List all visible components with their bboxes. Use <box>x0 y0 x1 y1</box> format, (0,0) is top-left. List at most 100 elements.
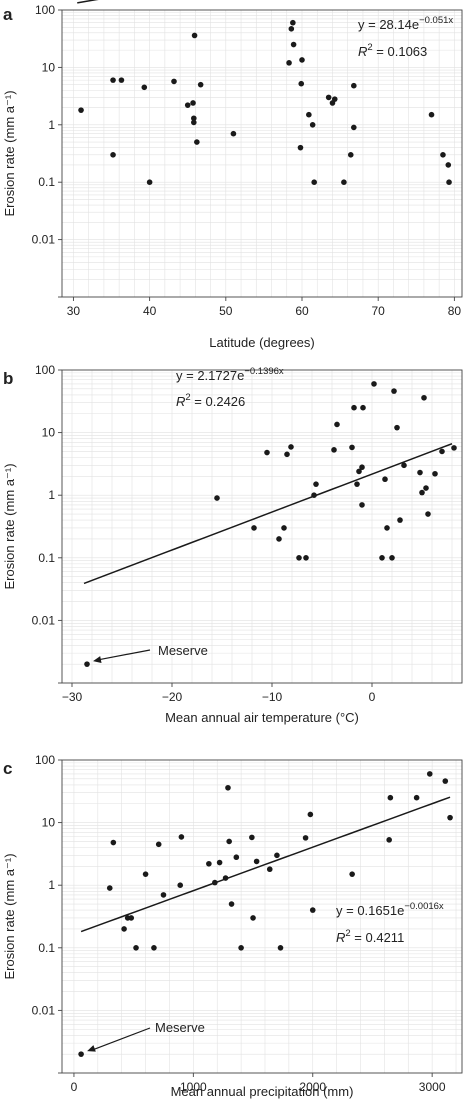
x-tick-label: 80 <box>448 304 462 318</box>
data-point <box>191 32 198 39</box>
data-point <box>110 77 116 83</box>
data-point <box>264 449 270 456</box>
data-point <box>309 122 316 128</box>
data-point <box>384 525 390 531</box>
y-axis-label: Erosion rate (mm a⁻¹) <box>2 853 17 979</box>
x-tick-label: 30 <box>67 304 81 318</box>
data-point <box>222 875 229 881</box>
plot-frame <box>61 369 463 684</box>
fit-equation: y = 2.1727e−0.1396x <box>176 366 284 383</box>
data-point <box>206 860 212 867</box>
y-tick-label: 100 <box>35 363 55 377</box>
data-point <box>178 834 185 840</box>
data-point <box>286 60 292 66</box>
y-axis-label: Erosion rate (mm a⁻¹) <box>2 463 17 589</box>
data-point <box>341 179 347 185</box>
data-point <box>413 794 420 801</box>
data-point <box>274 852 280 859</box>
data-point <box>307 811 314 818</box>
data-point <box>194 139 200 145</box>
data-point <box>78 1051 84 1057</box>
data-point <box>155 841 162 848</box>
fit-equation: y = 0.1651e−0.0016x <box>336 901 444 918</box>
x-tick-label: 50 <box>219 304 233 318</box>
y-tick-label: 0.1 <box>38 941 55 955</box>
y-tick-label: 1 <box>48 878 55 892</box>
x-tick-label: 60 <box>295 304 309 318</box>
data-point <box>359 464 365 471</box>
data-point <box>230 130 237 137</box>
data-point <box>446 179 452 185</box>
data-point <box>359 502 365 508</box>
fit-line <box>83 443 453 585</box>
data-point <box>290 19 296 26</box>
equation-base: y = 0.1651e <box>336 903 404 918</box>
r-superscript: 2 <box>345 928 350 939</box>
data-point <box>401 462 407 469</box>
r-squared-value: = 0.2426 <box>191 394 246 409</box>
data-point <box>118 77 125 83</box>
y-tick-label: 10 <box>42 426 56 440</box>
data-point <box>276 536 282 542</box>
x-tick-label: 40 <box>143 304 157 318</box>
x-axis-label: Mean annual precipitation (mm) <box>171 1084 354 1099</box>
equation-exponent: −0.0016x <box>404 901 444 912</box>
data-point <box>226 838 232 845</box>
data-point <box>184 102 191 108</box>
data-point <box>110 152 116 158</box>
data-point <box>214 495 220 501</box>
annotation-arrow-shaft <box>98 649 151 661</box>
data-point <box>298 80 305 87</box>
panel-b: 0.01 0.1 1 10 100 −30 −20 −10 0 Mean annual air t… <box>2 363 463 725</box>
y-tick-label: 100 <box>35 3 55 17</box>
data-point <box>142 871 149 877</box>
x-tick-label: −30 <box>62 690 83 704</box>
y-tick-label: 10 <box>42 60 56 74</box>
data-point <box>311 492 317 499</box>
data-point <box>249 834 255 841</box>
r-squared: R2 = 0.1063 <box>358 42 427 59</box>
panel-letter: a <box>3 5 13 24</box>
y-tick-label: 0.01 <box>32 233 56 247</box>
data-point <box>417 469 423 476</box>
r-symbol: R <box>176 394 185 409</box>
fit-equation: y = 28.14e−0.051x <box>358 15 453 32</box>
panel-letter: b <box>3 369 13 388</box>
x-tick-label: 1000 <box>180 1080 207 1094</box>
r-symbol: R <box>336 930 345 945</box>
r-superscript: 2 <box>367 42 372 53</box>
data-point <box>284 451 290 458</box>
x-tick-label: 70 <box>372 304 386 318</box>
x-tick-label: 3000 <box>419 1080 446 1094</box>
x-tick-label: 2000 <box>299 1080 326 1094</box>
data-point <box>382 476 388 483</box>
data-point <box>351 124 357 131</box>
data-point <box>233 854 240 861</box>
data-point <box>191 115 197 122</box>
data-point <box>311 179 317 185</box>
data-point <box>440 152 446 158</box>
data-point <box>313 481 319 487</box>
data-point <box>397 517 403 523</box>
data-point <box>334 421 340 428</box>
data-point <box>141 84 148 91</box>
panel-a: 0.01 0.1 1 10 100 30 40 50 60 70 80 Latitude (degre… <box>2 0 463 350</box>
plot-frame <box>61 759 463 1074</box>
data-point <box>423 485 429 491</box>
data-point <box>442 778 449 784</box>
annotation-arrow-head <box>87 1045 96 1052</box>
r-squared: R2 = 0.2426 <box>176 392 245 409</box>
y-tick-label: 0.01 <box>32 1003 56 1017</box>
data-points <box>84 381 457 667</box>
data-point <box>432 470 438 477</box>
x-tick-label: 0 <box>369 690 376 704</box>
annotation-label: Meserve <box>158 643 208 658</box>
fit-line <box>80 796 451 933</box>
data-point <box>177 882 184 888</box>
data-point <box>347 152 354 158</box>
data-point <box>391 388 397 394</box>
y-tick-label: 1 <box>48 118 55 132</box>
data-point <box>331 96 338 102</box>
data-point <box>146 179 153 185</box>
equation-base: y = 28.14e <box>358 17 419 32</box>
